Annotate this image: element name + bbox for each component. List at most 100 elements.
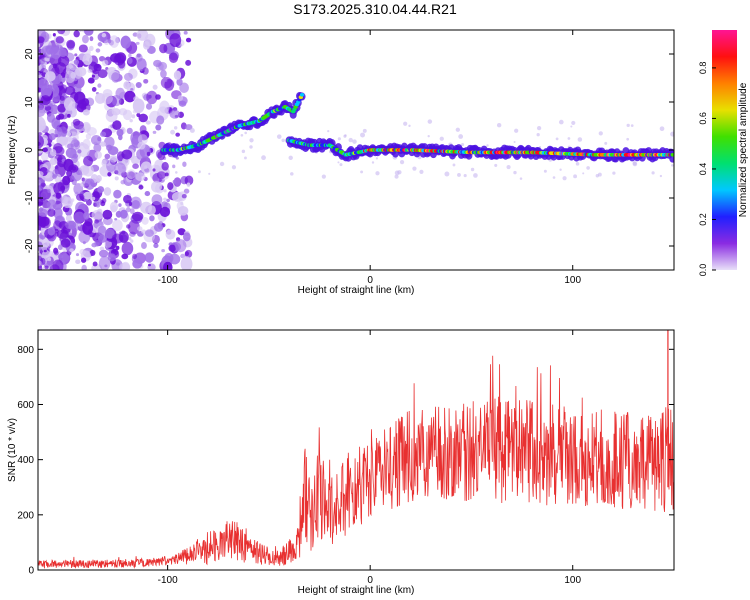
noise-blob xyxy=(54,126,63,138)
noise-blob xyxy=(582,172,585,175)
snr-x-tick-label: 0 xyxy=(367,575,373,586)
noise-blob xyxy=(84,30,94,36)
spectrogram-y-tick-label: -20 xyxy=(24,238,35,253)
noise-blob xyxy=(38,122,42,128)
noise-blob xyxy=(231,165,237,170)
noise-blob xyxy=(403,121,408,126)
noise-blob xyxy=(144,165,148,170)
noise-blob xyxy=(183,30,188,35)
noise-blob xyxy=(77,223,81,227)
noise-blob xyxy=(99,131,107,137)
noise-blob xyxy=(87,69,93,74)
noise-blob xyxy=(135,172,146,182)
noise-blob xyxy=(626,123,630,128)
noise-blob xyxy=(290,172,294,176)
noise-blob xyxy=(352,139,357,144)
noise-blob xyxy=(136,226,143,232)
noise-blob xyxy=(439,136,444,141)
noise-blob xyxy=(80,141,84,146)
noise-blob xyxy=(97,136,101,142)
noise-blob xyxy=(92,261,98,267)
noise-blob xyxy=(44,132,49,136)
noise-blob xyxy=(151,194,163,206)
noise-blob xyxy=(121,149,133,160)
noise-blob xyxy=(49,133,56,141)
noise-blob xyxy=(100,141,106,147)
noise-blob xyxy=(163,197,167,201)
noise-blob xyxy=(149,215,155,222)
noise-blob xyxy=(397,170,402,175)
noise-blob xyxy=(121,157,130,167)
noise-blob xyxy=(60,185,65,191)
noise-blob xyxy=(136,53,141,58)
noise-blob xyxy=(49,103,53,107)
noise-blob xyxy=(96,175,102,182)
noise-blob xyxy=(53,220,62,231)
noise-blob xyxy=(571,120,576,126)
noise-blob xyxy=(136,30,149,41)
noise-blob xyxy=(184,124,193,131)
noise-blob xyxy=(107,146,119,156)
noise-blob xyxy=(75,253,80,257)
noise-blob xyxy=(97,42,103,47)
noise-blob xyxy=(47,227,56,236)
noise-blob xyxy=(552,176,556,179)
noise-blob xyxy=(90,196,96,201)
noise-blob xyxy=(179,82,189,94)
noise-blob xyxy=(172,164,176,169)
noise-blob xyxy=(58,113,65,120)
noise-blob xyxy=(626,137,630,141)
noise-blob xyxy=(135,41,140,45)
noise-blob xyxy=(110,205,117,213)
noise-blob xyxy=(38,201,43,206)
noise-blob xyxy=(40,182,46,187)
colorbar: 0.0 0.2 0.4 0.6 0.8 Normalized spectral ampl… xyxy=(698,30,749,276)
noise-blob xyxy=(43,249,47,253)
noise-blob xyxy=(175,156,179,160)
noise-blob xyxy=(38,132,42,136)
noise-blob xyxy=(107,172,112,177)
noise-blob xyxy=(81,165,89,174)
noise-blob xyxy=(97,234,108,243)
noise-blob xyxy=(461,143,465,147)
noise-blob xyxy=(135,81,142,89)
noise-blob xyxy=(52,174,57,179)
noise-blob xyxy=(120,179,126,185)
noise-blob xyxy=(72,221,81,231)
noise-blob xyxy=(147,45,156,54)
noise-blob xyxy=(175,171,178,174)
noise-blob xyxy=(89,36,94,42)
noise-blob xyxy=(575,162,580,166)
spectrogram-x-tick-label: 0 xyxy=(367,275,373,286)
noise-blob xyxy=(241,149,246,154)
noise-blob xyxy=(173,70,182,80)
noise-blob xyxy=(132,259,143,269)
spectrogram-x-tick-label: 100 xyxy=(564,275,581,286)
noise-blob xyxy=(163,189,167,193)
noise-blob xyxy=(109,35,120,48)
noise-blob xyxy=(142,67,149,75)
ridge-point xyxy=(299,93,305,97)
noise-blob xyxy=(659,174,663,178)
noise-blob xyxy=(82,221,94,235)
noise-blob xyxy=(97,186,105,193)
noise-blob xyxy=(141,241,147,249)
noise-blob xyxy=(40,85,52,98)
snr-x-tick-label: 100 xyxy=(564,575,581,586)
noise-blob xyxy=(249,138,254,143)
noise-blob xyxy=(41,45,52,56)
noise-blob xyxy=(152,168,156,172)
noise-blob xyxy=(150,181,162,193)
noise-blob xyxy=(54,62,67,75)
noise-blob xyxy=(38,135,44,149)
noise-blob xyxy=(173,177,182,187)
noise-blob xyxy=(598,131,603,136)
noise-blob xyxy=(159,43,168,54)
noise-blob xyxy=(47,188,51,194)
noise-blob xyxy=(321,174,326,179)
noise-blob xyxy=(160,69,167,79)
ridge-point xyxy=(670,153,674,157)
noise-blob xyxy=(52,93,60,103)
noise-blob xyxy=(78,44,88,53)
spectrogram-x-tick-label: -100 xyxy=(158,275,178,286)
